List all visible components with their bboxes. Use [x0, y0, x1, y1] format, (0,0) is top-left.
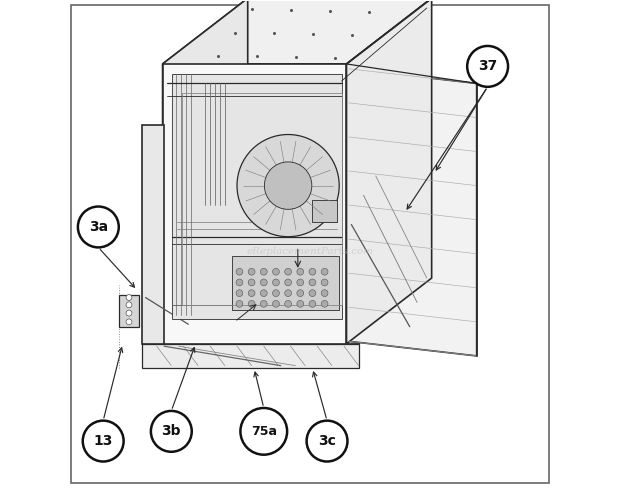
Circle shape [273, 301, 280, 307]
Circle shape [236, 268, 243, 275]
Circle shape [273, 268, 280, 275]
Circle shape [126, 302, 132, 308]
Circle shape [321, 279, 328, 286]
Circle shape [264, 162, 312, 209]
Polygon shape [142, 125, 164, 344]
Circle shape [297, 279, 304, 286]
Circle shape [78, 206, 119, 247]
Text: 3a: 3a [89, 220, 108, 234]
Circle shape [260, 301, 267, 307]
Circle shape [260, 268, 267, 275]
Circle shape [237, 135, 339, 237]
Circle shape [321, 290, 328, 297]
Circle shape [309, 301, 316, 307]
Polygon shape [172, 74, 342, 320]
Circle shape [309, 290, 316, 297]
Polygon shape [312, 200, 337, 222]
Circle shape [321, 268, 328, 275]
Polygon shape [162, 0, 432, 64]
Circle shape [273, 290, 280, 297]
Circle shape [260, 290, 267, 297]
Circle shape [126, 310, 132, 316]
Circle shape [309, 279, 316, 286]
Circle shape [126, 319, 132, 325]
Circle shape [297, 268, 304, 275]
Circle shape [151, 411, 192, 452]
Circle shape [467, 46, 508, 87]
Circle shape [285, 301, 291, 307]
Text: 3b: 3b [162, 425, 181, 438]
Circle shape [248, 301, 255, 307]
Text: eReplacementParts.com: eReplacementParts.com [246, 247, 374, 256]
Polygon shape [347, 0, 432, 344]
Circle shape [285, 290, 291, 297]
Polygon shape [232, 256, 339, 310]
Polygon shape [119, 295, 139, 327]
Text: 37: 37 [478, 60, 497, 73]
Circle shape [309, 268, 316, 275]
Polygon shape [162, 0, 248, 344]
Polygon shape [142, 344, 358, 368]
Circle shape [82, 421, 123, 462]
Circle shape [297, 301, 304, 307]
Circle shape [297, 290, 304, 297]
Circle shape [321, 301, 328, 307]
Circle shape [307, 421, 347, 462]
Polygon shape [162, 64, 347, 344]
Polygon shape [349, 69, 477, 356]
Circle shape [248, 268, 255, 275]
Circle shape [248, 279, 255, 286]
Circle shape [236, 301, 243, 307]
Circle shape [260, 279, 267, 286]
Circle shape [285, 268, 291, 275]
Circle shape [285, 279, 291, 286]
Polygon shape [142, 305, 410, 344]
Circle shape [126, 295, 132, 301]
Circle shape [248, 290, 255, 297]
Text: 13: 13 [94, 434, 113, 448]
Circle shape [273, 279, 280, 286]
Circle shape [236, 279, 243, 286]
Circle shape [241, 408, 287, 455]
Text: 3c: 3c [318, 434, 336, 448]
Text: 75a: 75a [250, 425, 277, 438]
Circle shape [236, 290, 243, 297]
